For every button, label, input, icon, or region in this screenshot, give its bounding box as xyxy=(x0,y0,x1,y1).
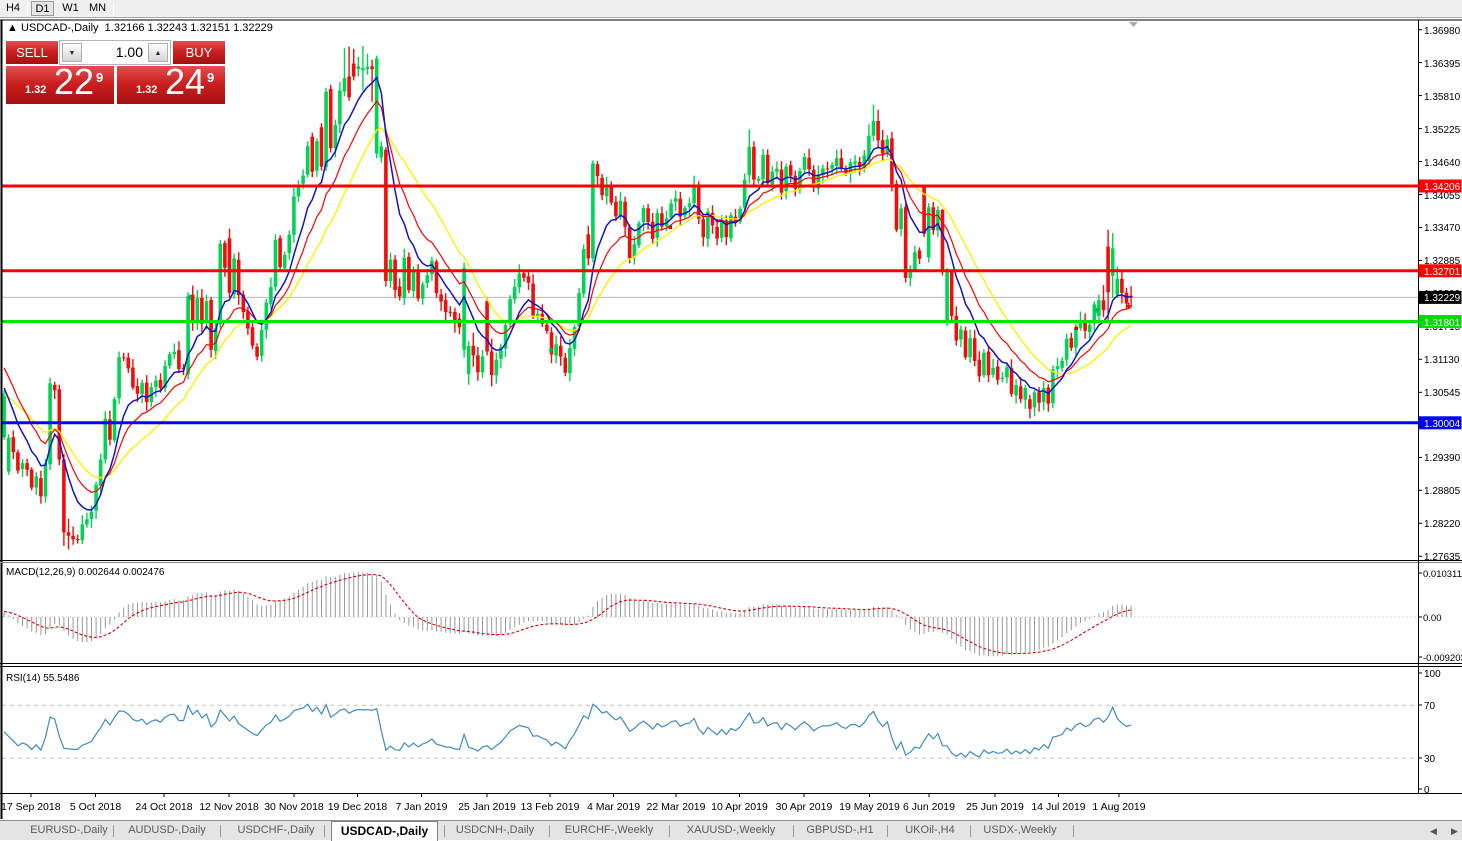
svg-text:17 Sep 2018: 17 Sep 2018 xyxy=(1,801,61,813)
svg-text:30 Apr 2019: 30 Apr 2019 xyxy=(776,801,833,813)
svg-text:RSI(14) 55.5486: RSI(14) 55.5486 xyxy=(6,673,80,684)
svg-text:10 Apr 2019: 10 Apr 2019 xyxy=(711,801,768,813)
svg-text:25 Jan 2019: 25 Jan 2019 xyxy=(458,801,516,813)
svg-text:1.36395: 1.36395 xyxy=(1424,59,1461,70)
svg-text:1.36980: 1.36980 xyxy=(1424,26,1461,37)
svg-text:0: 0 xyxy=(1424,785,1430,796)
svg-text:1.32885: 1.32885 xyxy=(1424,256,1461,267)
svg-text:1.34640: 1.34640 xyxy=(1424,158,1461,169)
svg-text:1.34055: 1.34055 xyxy=(1424,191,1461,202)
svg-text:-0.009203: -0.009203 xyxy=(1423,653,1462,664)
svg-text:1.30545: 1.30545 xyxy=(1424,388,1461,399)
svg-text:25 Jun 2019: 25 Jun 2019 xyxy=(966,801,1024,813)
svg-text:14 Jul 2019: 14 Jul 2019 xyxy=(1031,801,1085,813)
svg-text:1 Aug 2019: 1 Aug 2019 xyxy=(1092,801,1145,813)
svg-text:1.32229: 1.32229 xyxy=(1424,293,1461,304)
svg-text:7 Jan 2019: 7 Jan 2019 xyxy=(396,801,448,813)
svg-text:1.32701: 1.32701 xyxy=(1424,267,1461,278)
svg-text:0.00: 0.00 xyxy=(1423,613,1442,624)
svg-text:5 Oct 2018: 5 Oct 2018 xyxy=(70,801,122,813)
svg-text:1.31801: 1.31801 xyxy=(1424,318,1461,329)
svg-text:13 Feb 2019: 13 Feb 2019 xyxy=(521,801,580,813)
svg-text:1.27635: 1.27635 xyxy=(1424,552,1461,563)
svg-text:12 Nov 2018: 12 Nov 2018 xyxy=(199,801,259,813)
svg-text:1.33470: 1.33470 xyxy=(1424,223,1461,234)
svg-text:1.31130: 1.31130 xyxy=(1424,355,1460,366)
svg-text:1.29390: 1.29390 xyxy=(1424,453,1461,464)
svg-text:100: 100 xyxy=(1424,669,1441,680)
svg-text:1.28805: 1.28805 xyxy=(1424,486,1461,497)
svg-text:19 May 2019: 19 May 2019 xyxy=(839,801,900,813)
svg-text:1.34206: 1.34206 xyxy=(1424,182,1461,193)
svg-text:0.010311: 0.010311 xyxy=(1423,569,1462,580)
svg-text:MACD(12,26,9) 0.002644 0.00247: MACD(12,26,9) 0.002644 0.002476 xyxy=(6,567,165,578)
svg-text:6 Jun 2019: 6 Jun 2019 xyxy=(903,801,955,813)
svg-text:30 Nov 2018: 30 Nov 2018 xyxy=(264,801,324,813)
svg-text:24 Oct 2018: 24 Oct 2018 xyxy=(135,801,192,813)
svg-text:22 Mar 2019: 22 Mar 2019 xyxy=(647,801,706,813)
svg-text:1.35810: 1.35810 xyxy=(1424,92,1461,103)
svg-text:1.30004: 1.30004 xyxy=(1424,419,1461,430)
svg-text:1.35225: 1.35225 xyxy=(1424,125,1461,136)
svg-text:30: 30 xyxy=(1424,754,1436,765)
svg-text:19 Dec 2018: 19 Dec 2018 xyxy=(328,801,388,813)
svg-text:70: 70 xyxy=(1424,701,1436,712)
svg-text:4 Mar 2019: 4 Mar 2019 xyxy=(587,801,640,813)
svg-text:1.28220: 1.28220 xyxy=(1424,519,1461,530)
